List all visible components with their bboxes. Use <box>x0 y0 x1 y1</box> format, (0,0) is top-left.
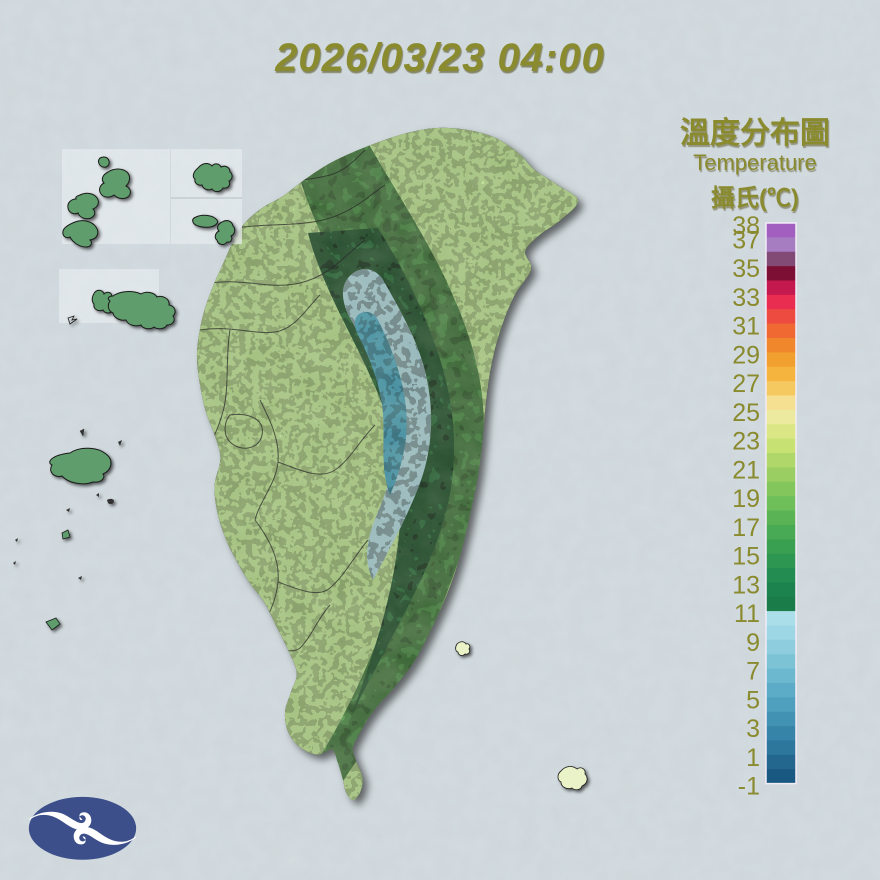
svg-text:23: 23 <box>732 428 760 456</box>
svg-text:29: 29 <box>732 341 760 369</box>
svg-text:13: 13 <box>732 571 760 599</box>
svg-text:15: 15 <box>732 543 760 571</box>
svg-text:7: 7 <box>746 658 760 686</box>
svg-text:31: 31 <box>732 313 760 341</box>
svg-text:1: 1 <box>746 744 760 772</box>
svg-text:21: 21 <box>732 456 760 484</box>
svg-text:11: 11 <box>734 600 760 628</box>
svg-text:9: 9 <box>746 629 760 657</box>
svg-text:33: 33 <box>732 284 760 312</box>
svg-text:25: 25 <box>732 399 760 427</box>
svg-text:37: 37 <box>732 226 760 254</box>
svg-text:5: 5 <box>746 686 760 714</box>
svg-text:3: 3 <box>746 715 760 743</box>
svg-text:17: 17 <box>732 514 760 542</box>
svg-text:19: 19 <box>732 485 760 513</box>
svg-text:-1: -1 <box>738 773 760 801</box>
svg-text:27: 27 <box>732 370 760 398</box>
svg-text:35: 35 <box>732 255 760 283</box>
